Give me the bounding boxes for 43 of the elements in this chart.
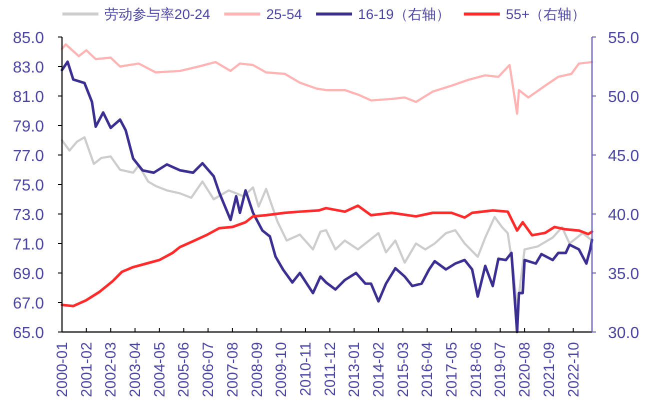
x-tick-label: 2019-07 bbox=[492, 342, 510, 398]
y-tick-label: 81.0 bbox=[12, 89, 44, 106]
y-tick-label: 79.0 bbox=[12, 118, 44, 136]
y-tick-label: 69.0 bbox=[12, 266, 44, 283]
x-tick-label: 2000-01 bbox=[54, 342, 71, 398]
y-tick-label: 77.0 bbox=[12, 148, 44, 165]
x-tick-label: 2008-09 bbox=[248, 342, 266, 398]
x-tick-label: 2007-08 bbox=[224, 342, 242, 398]
x-tick-label: 2013-01 bbox=[346, 342, 364, 398]
legend-label: 16-19（右轴） bbox=[358, 6, 450, 22]
x-tick-label: 2017-05 bbox=[444, 342, 461, 398]
y-tick-label: 67.0 bbox=[12, 296, 44, 312]
x-tick-label: 2022-10 bbox=[565, 342, 582, 398]
x-tick-label: 2018-06 bbox=[468, 342, 485, 398]
x-tick-label: 2010-11 bbox=[297, 342, 314, 396]
y-tick-label: 73.0 bbox=[12, 207, 44, 224]
y-tick-label: 85.0 bbox=[12, 30, 44, 47]
x-tick-label: 2003-04 bbox=[127, 342, 144, 398]
x-tick-label: 2002-03 bbox=[102, 342, 120, 398]
y-tick-label: 75.0 bbox=[12, 178, 44, 194]
y2-tick-label: 55.0 bbox=[608, 30, 640, 47]
x-tick-label: 2001-02 bbox=[78, 342, 96, 398]
x-tick-label: 2005-06 bbox=[176, 342, 193, 398]
x-tick-label: 2016-04 bbox=[419, 342, 436, 398]
x-tick-label: 2004-05 bbox=[151, 342, 168, 398]
legend-label: 25-54 bbox=[266, 6, 302, 22]
y2-tick-label: 50.0 bbox=[608, 89, 640, 106]
x-tick-label: 2021-09 bbox=[540, 342, 558, 398]
legend-label: 55+（右轴） bbox=[506, 6, 586, 22]
x-tick-label: 2020-08 bbox=[516, 342, 534, 398]
x-tick-label: 2014-02 bbox=[370, 342, 388, 398]
y2-tick-label: 30.0 bbox=[608, 325, 640, 342]
y2-tick-label: 35.0 bbox=[608, 266, 640, 283]
y-tick-label: 83.0 bbox=[12, 60, 44, 76]
x-tick-label: 2011-12 bbox=[322, 342, 339, 396]
x-tick-label: 2009-10 bbox=[273, 342, 290, 398]
legend-label: 劳动参与率20-24 bbox=[104, 6, 210, 22]
y2-tick-label: 45.0 bbox=[608, 148, 640, 165]
x-tick-label: 2006-07 bbox=[200, 342, 218, 398]
y-tick-label: 65.0 bbox=[12, 325, 44, 342]
y-tick-label: 71.0 bbox=[12, 236, 44, 254]
y2-tick-label: 40.0 bbox=[608, 207, 640, 224]
x-tick-label: 2015-03 bbox=[394, 342, 412, 398]
